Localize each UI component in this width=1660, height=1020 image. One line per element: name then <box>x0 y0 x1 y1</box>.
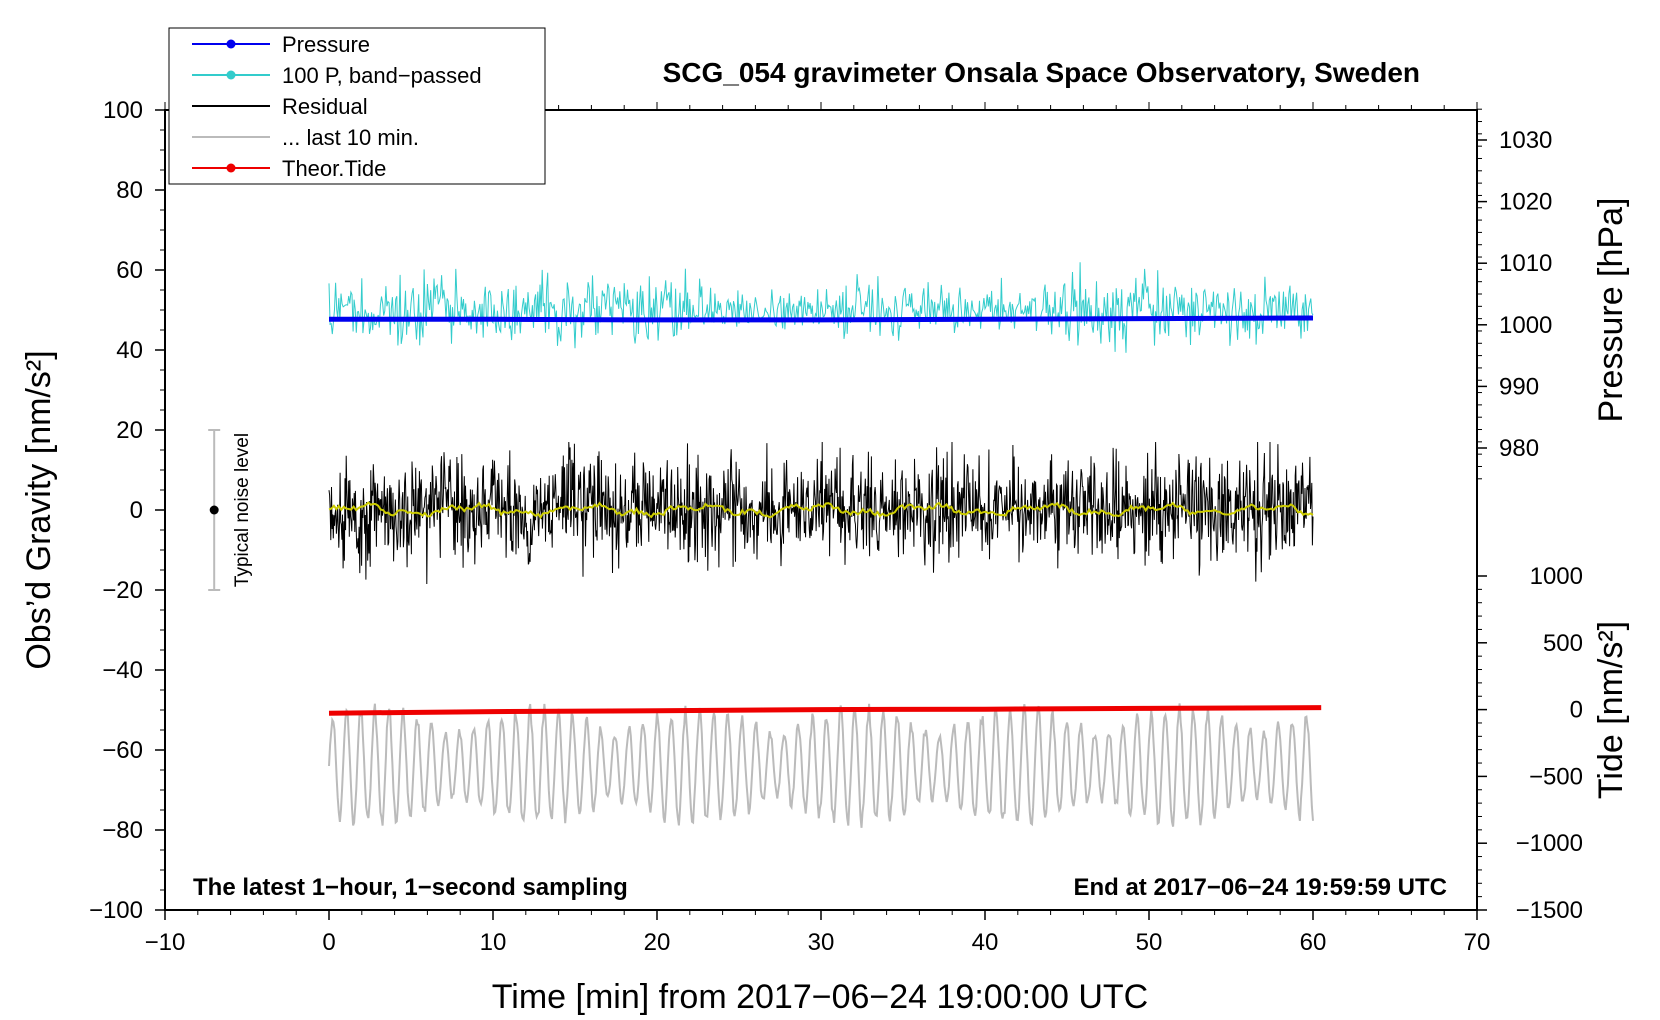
tide-tick-label: −500 <box>1529 763 1583 790</box>
pressure-tick-label: 1020 <box>1499 189 1552 216</box>
legend-label: Pressure <box>282 32 370 57</box>
tide-tick-label: 1000 <box>1530 563 1583 590</box>
series-residual <box>328 441 1314 585</box>
series-band-passed-pressure <box>328 262 1314 353</box>
noise-label: Typical noise level <box>232 433 253 587</box>
series-pressure <box>329 315 1314 323</box>
x-tick-label: 50 <box>1136 929 1163 956</box>
x-tick-label: −10 <box>145 929 186 956</box>
pressure-tick-label: 1010 <box>1499 250 1552 277</box>
x-tick-label: 40 <box>972 929 999 956</box>
legend-marker <box>226 39 236 49</box>
pressure-tick-label: 990 <box>1499 373 1539 400</box>
series-layer <box>328 262 1322 828</box>
y-tick-label: 100 <box>103 97 143 124</box>
x-tick-label: 10 <box>480 929 507 956</box>
tide-tick-label: 500 <box>1543 630 1583 657</box>
tide-tick-label: −1500 <box>1516 897 1583 924</box>
ticks-layer: −10 0 10 20 30 40 50 60 70100806040200−20−40−60−… <box>89 97 1583 956</box>
tide-tick-label: −1000 <box>1516 830 1583 857</box>
noise-indicator: Typical noise level <box>208 429 253 591</box>
y-tick-label: −60 <box>102 737 143 764</box>
legend-label: 100 P, band−passed <box>282 63 482 88</box>
y-tick-label: −20 <box>102 577 143 604</box>
y-axis-label-tide: Tide [nm/s²] <box>1592 621 1630 799</box>
series-residual-smoothed <box>328 501 1314 520</box>
pressure-tick-label: 1030 <box>1499 127 1552 154</box>
y-tick-label: 80 <box>116 177 143 204</box>
chart-title: SCG_054 gravimeter Onsala Space Observat… <box>663 57 1420 88</box>
y-tick-label: 60 <box>116 257 143 284</box>
x-tick-label: 70 <box>1464 929 1491 956</box>
y-axis-label-pressure: Pressure [hPa] <box>1592 198 1630 423</box>
legend-label: ... last 10 min. <box>282 125 419 150</box>
x-tick-label: 60 <box>1300 929 1327 956</box>
y-tick-label: −80 <box>102 817 143 844</box>
legend-label: Theor.Tide <box>282 156 386 181</box>
pressure-tick-label: 980 <box>1499 435 1539 462</box>
x-tick-label: 20 <box>644 929 671 956</box>
legend-marker <box>226 70 236 80</box>
y-tick-label: 40 <box>116 337 143 364</box>
pressure-tick-label: 1000 <box>1499 312 1552 339</box>
legend: Pressure 100 P, band−passed Residual ... la… <box>168 27 546 185</box>
corner-label-left: The latest 1−hour, 1−second sampling <box>193 874 628 901</box>
y-tick-label: 0 <box>130 497 143 524</box>
y-tick-label: −100 <box>89 897 143 924</box>
legend-items: Pressure 100 P, band−passed Residual ... la… <box>192 32 482 181</box>
tide-tick-label: 0 <box>1570 697 1583 724</box>
corner-label-right: End at 2017−06−24 19:59:59 UTC <box>1073 874 1447 901</box>
y-tick-label: −40 <box>102 657 143 684</box>
y-axis-label-left: Obs’d Gravity [nm/s²] <box>20 350 58 669</box>
legend-marker <box>226 163 236 173</box>
x-tick-label: 30 <box>808 929 835 956</box>
series-theor-tide <box>328 705 1322 716</box>
legend-label: Residual <box>282 94 368 119</box>
x-tick-label: 0 <box>322 929 335 956</box>
y-tick-label: 20 <box>116 417 143 444</box>
series-last-10-min <box>328 703 1314 828</box>
noise-dot <box>209 505 219 515</box>
x-axis-label: Time [min] from 2017−06−24 19:00:00 UTC <box>492 978 1148 1016</box>
